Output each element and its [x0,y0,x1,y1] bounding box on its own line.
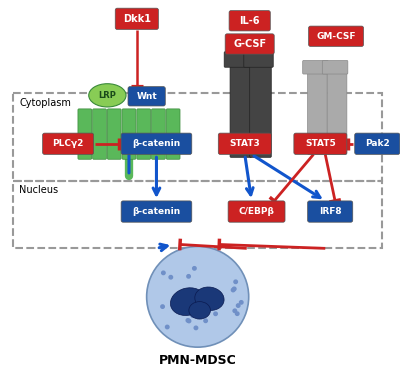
Text: G-CSF: G-CSF [233,39,266,49]
Text: Dkk1: Dkk1 [123,14,151,24]
FancyBboxPatch shape [228,201,285,222]
FancyBboxPatch shape [244,52,273,67]
Text: PLCγ2: PLCγ2 [52,139,84,148]
Text: Wnt: Wnt [136,92,157,101]
Circle shape [213,311,218,316]
Circle shape [192,266,197,271]
Circle shape [165,325,170,329]
Text: Cytoplasm: Cytoplasm [19,98,71,108]
Text: PMN-MDSC: PMN-MDSC [159,354,236,367]
FancyBboxPatch shape [224,52,254,67]
FancyBboxPatch shape [121,133,192,155]
Text: β-catenin: β-catenin [132,207,180,216]
FancyBboxPatch shape [122,109,136,159]
FancyBboxPatch shape [294,133,347,155]
Circle shape [160,304,165,309]
Circle shape [239,300,244,305]
Circle shape [186,274,191,279]
FancyBboxPatch shape [137,109,150,159]
Circle shape [186,319,192,323]
Circle shape [231,288,236,293]
FancyBboxPatch shape [308,201,353,222]
FancyBboxPatch shape [78,109,92,159]
Circle shape [236,303,241,308]
Circle shape [232,286,237,291]
Circle shape [190,313,195,318]
FancyBboxPatch shape [121,201,192,222]
FancyBboxPatch shape [43,133,94,155]
Circle shape [147,247,249,347]
FancyBboxPatch shape [308,26,364,46]
Text: STAT3: STAT3 [230,139,260,148]
FancyBboxPatch shape [327,70,347,155]
Ellipse shape [170,288,205,315]
Bar [13,181,382,248]
Circle shape [233,279,238,284]
Ellipse shape [195,287,224,311]
Bar [13,93,382,181]
FancyBboxPatch shape [152,109,165,159]
FancyBboxPatch shape [230,63,252,157]
Text: β-catenin: β-catenin [132,139,180,148]
FancyBboxPatch shape [93,109,106,159]
Text: Pak2: Pak2 [365,139,390,148]
Ellipse shape [189,302,210,319]
Text: C/EBPβ: C/EBPβ [239,207,274,216]
Text: LRP: LRP [98,91,116,100]
FancyBboxPatch shape [303,60,328,74]
Text: STAT5: STAT5 [305,139,336,148]
Circle shape [161,270,166,275]
Text: IRF8: IRF8 [319,207,342,216]
FancyBboxPatch shape [355,133,400,155]
Text: IL-6: IL-6 [240,16,260,26]
FancyBboxPatch shape [308,70,327,155]
Circle shape [235,311,240,316]
Text: GM-CSF: GM-CSF [316,32,356,41]
FancyBboxPatch shape [225,34,274,54]
Circle shape [203,318,208,323]
FancyBboxPatch shape [115,8,158,29]
Ellipse shape [89,84,126,107]
Circle shape [232,308,237,313]
Text: Nucleus: Nucleus [19,185,58,195]
Circle shape [194,325,198,330]
FancyBboxPatch shape [107,109,121,159]
FancyBboxPatch shape [322,60,348,74]
Circle shape [186,318,190,323]
FancyBboxPatch shape [250,63,271,157]
FancyBboxPatch shape [218,133,271,155]
Circle shape [168,275,173,280]
FancyBboxPatch shape [166,109,180,159]
FancyBboxPatch shape [229,11,270,31]
FancyBboxPatch shape [128,86,165,106]
